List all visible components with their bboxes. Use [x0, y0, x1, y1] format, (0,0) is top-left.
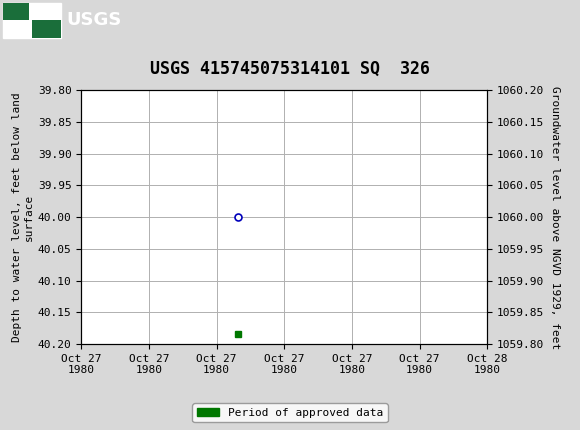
Legend: Period of approved data: Period of approved data [193, 403, 387, 422]
Text: USGS: USGS [67, 12, 122, 29]
Bar [3, 3, 61, 37]
Text: USGS 415745075314101 SQ  326: USGS 415745075314101 SQ 326 [150, 59, 430, 77]
Bar [3, 3, 29, 20]
Bar [32, 20, 61, 37]
Y-axis label: Depth to water level, feet below land
surface: Depth to water level, feet below land su… [12, 92, 34, 342]
Y-axis label: Groundwater level above NGVD 1929, feet: Groundwater level above NGVD 1929, feet [550, 86, 560, 349]
